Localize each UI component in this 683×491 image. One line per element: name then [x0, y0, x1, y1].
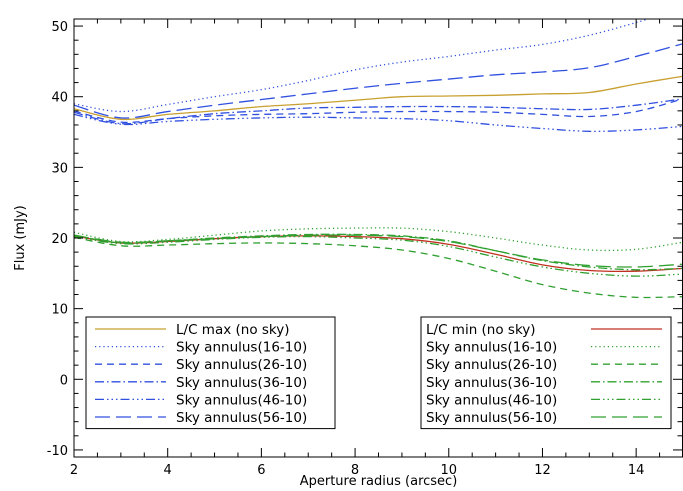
legend-entry-label: L/C min (no sky): [426, 322, 536, 338]
legend-layer: L/C max (no sky)Sky annulus(16-10)Sky an…: [85, 316, 672, 430]
legend-box-bottom-right: [420, 316, 672, 430]
y-tick-label: 50: [51, 20, 68, 35]
legend-entry-label: Sky annulus(56-10): [426, 410, 557, 426]
series-line-11: [74, 234, 683, 268]
legend-entry-label: Sky annulus(26-10): [426, 357, 557, 373]
legend-entry-label: Sky annulus(16-10): [176, 340, 307, 356]
legend-entry-label: Sky annulus(16-10): [426, 340, 557, 356]
y-tick-label: 0: [60, 373, 68, 388]
x-tick-label: 12: [534, 463, 551, 478]
series-line-4: [74, 113, 683, 133]
series-line-1: [74, 19, 651, 113]
series-line-9: [74, 233, 683, 271]
legend-box-bottom-left: [85, 316, 336, 430]
y-tick-label: 30: [51, 161, 68, 176]
series-line-3: [74, 98, 683, 125]
legend-entry-label: Sky annulus(26-10): [176, 357, 307, 373]
x-axis-label: Aperture radius (arcsec): [300, 474, 458, 489]
legend-entry-label: Sky annulus(36-10): [426, 375, 557, 391]
y-tick-label: -10: [47, 444, 68, 459]
series-line-6: [74, 235, 683, 273]
x-tick-label: 2: [70, 463, 78, 478]
legend-entry-label: Sky annulus(56-10): [176, 410, 307, 426]
series-line-2: [74, 98, 683, 124]
x-tick-label: 8: [351, 463, 359, 478]
y-axis-label: Flux (mJy): [13, 205, 28, 271]
legend-entry-label: Sky annulus(46-10): [426, 392, 557, 408]
series-line-5: [74, 43, 683, 119]
legend-entry-label: Sky annulus(36-10): [176, 375, 307, 391]
series-line-8: [74, 236, 683, 299]
series-line-0: [74, 75, 683, 121]
x-tick-label: 6: [257, 463, 265, 478]
series-layer: [74, 19, 683, 299]
legend-entry-label: Sky annulus(46-10): [176, 392, 307, 408]
legend-entry-label: L/C max (no sky): [176, 322, 290, 338]
x-tick-label: 4: [164, 463, 172, 478]
x-tick-label: 10: [440, 463, 457, 478]
x-tick-label: 14: [628, 463, 645, 478]
y-tick-label: 10: [51, 303, 68, 318]
ticks-layer: 2 4 6 8 10 12 14 -10 0 10 20 30 40 50: [47, 19, 682, 478]
y-tick-label: 20: [51, 232, 68, 247]
series-line-10: [74, 235, 683, 277]
y-tick-label: 40: [51, 91, 68, 106]
